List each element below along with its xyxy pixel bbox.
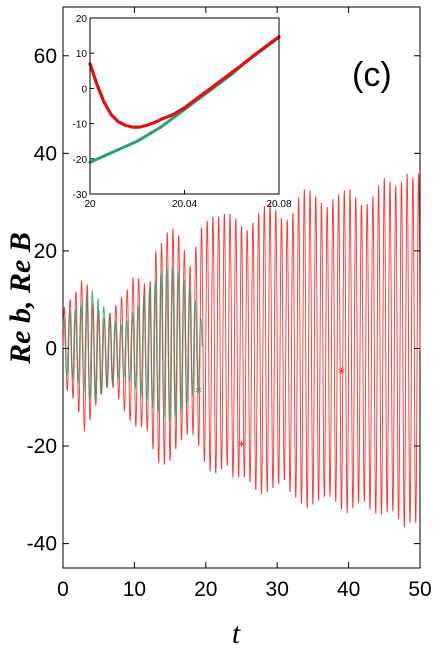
x-tick-label: 0 — [57, 578, 69, 601]
inset-x-tick-label: 20 — [84, 199, 96, 210]
data-marker-2: * — [195, 385, 202, 401]
inset-y-tick-label: -20 — [73, 155, 88, 166]
y-tick-label: -20 — [27, 435, 57, 458]
y-tick-label: 0 — [45, 337, 57, 360]
inset-y-tick-label: 0 — [81, 84, 87, 95]
y-axis-label: Re b, Re B — [4, 232, 37, 365]
series-line-1 — [62, 265, 203, 422]
inset-y-tick-label: 20 — [76, 14, 88, 25]
x-tick-label: 40 — [337, 578, 360, 601]
main-ticks-group: 0 10 20 30 40 50 -40 -20 0 20 40 60 — [27, 7, 432, 601]
y-tick-label: 60 — [34, 45, 57, 68]
inset-series-line-1 — [88, 35, 281, 129]
main-series-group — [62, 173, 421, 528]
y-tick-label: 40 — [34, 142, 57, 165]
x-tick-label: 50 — [408, 578, 431, 601]
inset-x-tick-label: 20.04 — [172, 199, 197, 210]
inset-x-tick-label: 20.08 — [266, 199, 291, 210]
inset-y-tick-label: -10 — [73, 120, 88, 131]
inset-y-tick-label: -30 — [73, 190, 88, 201]
data-marker-0: * — [238, 439, 245, 455]
x-tick-label: 10 — [123, 578, 146, 601]
x-tick-label: 30 — [266, 578, 289, 601]
data-marker-1: * — [338, 366, 345, 382]
x-axis-label: t — [232, 617, 241, 650]
series-line-0 — [62, 173, 421, 528]
panel-label: (c) — [352, 56, 392, 94]
y-tick-label: -40 — [27, 533, 57, 556]
x-tick-label: 20 — [194, 578, 217, 601]
inset-y-tick-label: 10 — [76, 49, 88, 60]
y-tick-label: 20 — [34, 240, 57, 263]
inset-series-group — [88, 35, 281, 164]
main-markers-group: * * * — [195, 366, 345, 455]
inset-ticks-group: 20 20.04 20.08 -30 -20 -10 0 10 20 — [73, 14, 292, 210]
